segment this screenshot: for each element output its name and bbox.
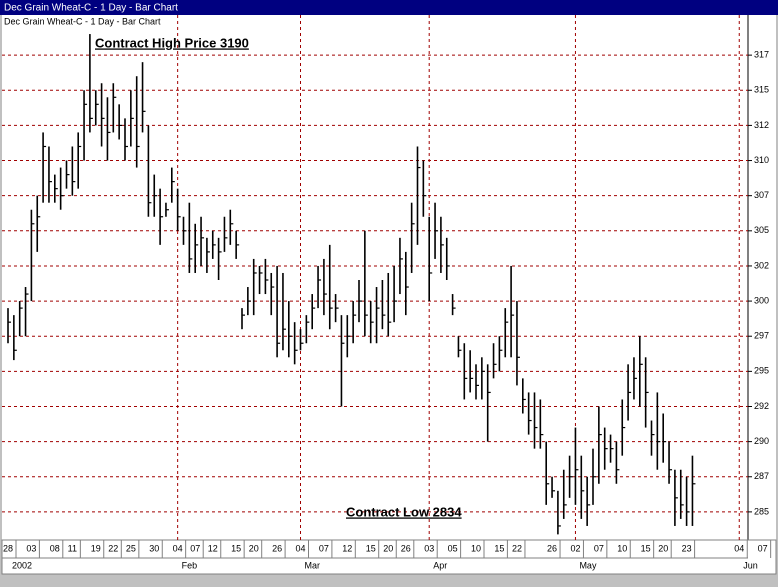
x-tick-label: 26 xyxy=(272,543,282,553)
x-tick-label: 12 xyxy=(342,543,352,553)
x-tick-label: 19 xyxy=(91,543,101,553)
x-tick-label: 15 xyxy=(641,543,651,553)
x-tick-label: 07 xyxy=(758,543,768,553)
x-tick-label: 11 xyxy=(68,543,77,553)
y-tick-label: 300 xyxy=(754,295,769,305)
month-label: Apr xyxy=(433,560,447,570)
x-tick-label: 22 xyxy=(512,543,522,553)
x-tick-label: 20 xyxy=(249,543,259,553)
y-tick-label: 292 xyxy=(754,401,769,411)
x-tick-label: 26 xyxy=(547,543,557,553)
x-tick-label: 07 xyxy=(190,543,200,553)
x-tick-label: 04 xyxy=(173,543,183,553)
x-tick-label: 22 xyxy=(108,543,118,553)
chart-title: Dec Grain Wheat-C - 1 Day - Bar Chart xyxy=(4,16,161,26)
x-tick-label: 30 xyxy=(149,543,159,553)
month-label: Feb xyxy=(182,560,198,570)
x-tick-label: 28 xyxy=(3,543,13,553)
x-tick-label: 07 xyxy=(594,543,604,553)
title-bar[interactable] xyxy=(0,0,778,15)
y-tick-label: 310 xyxy=(754,155,769,165)
annotation-low: Contract Low 2834 xyxy=(346,504,462,519)
x-axis-area xyxy=(1,539,777,575)
month-label: 2002 xyxy=(12,560,32,570)
month-label: Mar xyxy=(305,560,321,570)
month-label: May xyxy=(579,560,597,570)
y-tick-label: 307 xyxy=(754,190,769,200)
y-tick-label: 290 xyxy=(754,436,769,446)
x-tick-label: 10 xyxy=(471,543,481,553)
y-tick-label: 315 xyxy=(754,85,769,95)
x-tick-label: 15 xyxy=(366,543,376,553)
y-tick-label: 312 xyxy=(754,120,769,130)
x-tick-label: 02 xyxy=(570,543,580,553)
y-tick-label: 297 xyxy=(754,331,769,341)
annotation-high: Contract High Price 3190 xyxy=(95,35,249,50)
window-title: Dec Grain Wheat-C - 1 Day - Bar Chart xyxy=(4,3,178,14)
x-tick-label: 12 xyxy=(208,543,218,553)
x-tick-label: 04 xyxy=(734,543,744,553)
x-tick-label: 10 xyxy=(617,543,627,553)
x-tick-label: 23 xyxy=(682,543,692,553)
y-tick-label: 302 xyxy=(754,260,769,270)
y-tick-label: 305 xyxy=(754,225,769,235)
x-tick-label: 15 xyxy=(494,543,504,553)
x-tick-label: 08 xyxy=(50,543,60,553)
x-tick-label: 07 xyxy=(319,543,329,553)
y-tick-label: 295 xyxy=(754,366,769,376)
x-tick-label: 25 xyxy=(126,543,136,553)
y-tick-label: 287 xyxy=(754,471,769,481)
x-tick-label: 20 xyxy=(658,543,668,553)
y-tick-label: 317 xyxy=(754,50,769,60)
x-tick-label: 03 xyxy=(424,543,434,553)
x-tick-label: 04 xyxy=(295,543,305,553)
y-tick-label: 285 xyxy=(754,506,769,516)
x-tick-label: 03 xyxy=(26,543,36,553)
month-label: Jun xyxy=(743,560,758,570)
x-tick-label: 20 xyxy=(383,543,393,553)
x-tick-label: 26 xyxy=(401,543,411,553)
x-tick-label: 05 xyxy=(448,543,458,553)
x-tick-label: 15 xyxy=(231,543,241,553)
